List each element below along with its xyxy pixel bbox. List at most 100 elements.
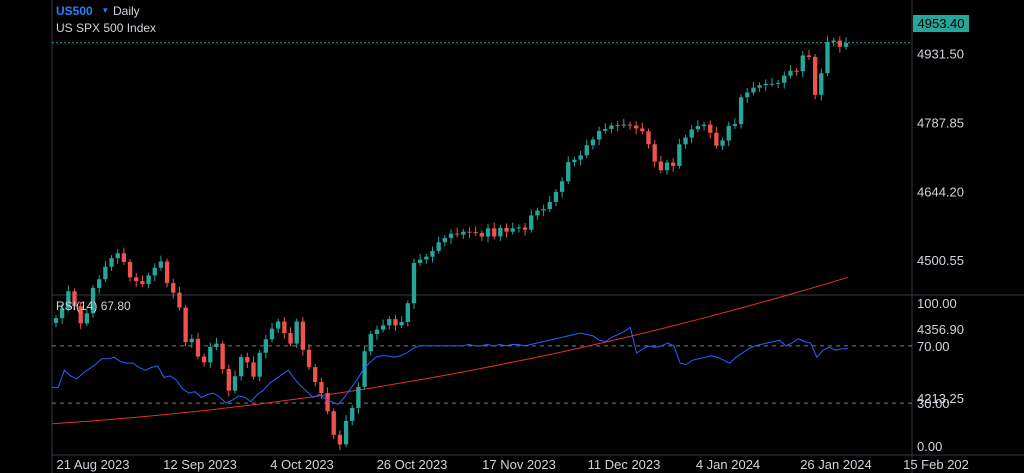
candle-body — [695, 126, 701, 130]
candle — [831, 37, 836, 47]
candle — [498, 224, 503, 241]
candle — [220, 340, 225, 374]
candle — [640, 122, 645, 135]
candle-body — [578, 155, 583, 160]
interval-label[interactable]: Daily — [113, 4, 140, 18]
candle-body — [535, 210, 540, 216]
candle — [708, 120, 713, 139]
candle — [350, 405, 355, 426]
candle-body — [103, 266, 108, 280]
candle-body — [183, 307, 188, 343]
candle-body — [498, 227, 503, 237]
candle-body — [683, 137, 688, 145]
time-tick-label: 21 Aug 2023 — [56, 457, 129, 472]
candle — [84, 307, 90, 327]
candle — [368, 331, 373, 356]
candle-body — [553, 191, 559, 202]
candle-body — [843, 42, 849, 47]
candle — [825, 36, 830, 77]
candle-body — [356, 386, 361, 408]
rsi-name: RSI(14) — [56, 299, 98, 313]
candle — [269, 322, 275, 343]
candle-body — [529, 215, 534, 230]
candle-body — [461, 231, 466, 235]
candle — [720, 137, 725, 151]
candle — [201, 353, 207, 367]
candle — [769, 78, 775, 87]
time-tick-label: 11 Dec 2023 — [588, 457, 661, 472]
candle — [177, 286, 182, 311]
candle-body — [300, 321, 306, 350]
candle — [535, 207, 540, 220]
candle-body — [646, 131, 651, 145]
time-tick-label: 17 Nov 2023 — [482, 457, 556, 472]
candle — [547, 196, 552, 213]
candle-body — [140, 281, 145, 285]
candle-body — [671, 162, 676, 166]
candle — [559, 176, 565, 198]
time-tick-label: 4 Oct 2023 — [270, 457, 334, 472]
candle — [633, 121, 639, 135]
rsi-value: 67.80 — [100, 299, 131, 313]
candle — [152, 263, 157, 282]
candle-body — [788, 70, 793, 76]
candle — [356, 382, 361, 414]
time-tick-label: 15 Feb 202 — [903, 457, 969, 472]
candle — [504, 223, 509, 238]
candle-body — [78, 306, 83, 324]
candle-body — [516, 227, 522, 229]
candle — [658, 155, 664, 174]
candle — [782, 71, 787, 89]
candle-body — [380, 325, 386, 330]
rsi-line — [52, 326, 848, 406]
candle — [294, 318, 299, 348]
rsi-tick-label: 30.00 — [917, 396, 950, 411]
candle-body — [343, 420, 349, 445]
candle-body — [245, 357, 250, 363]
candle — [467, 227, 472, 238]
candle — [183, 304, 188, 347]
candle-body — [442, 237, 447, 243]
candle-body — [177, 292, 182, 308]
symbol-description: US SPX 500 Index — [56, 21, 157, 35]
candle-body — [97, 279, 102, 288]
candle-body — [652, 144, 657, 162]
candle — [510, 222, 515, 235]
symbol-label[interactable]: US500 — [56, 4, 93, 18]
candle — [257, 349, 262, 382]
candle-body — [794, 70, 799, 72]
candle — [455, 227, 460, 238]
candle — [417, 253, 423, 266]
candle — [701, 121, 707, 131]
candle-body — [473, 232, 478, 234]
candle — [695, 120, 701, 133]
candle-body — [621, 124, 626, 126]
price-tick-label: 4213.25 — [917, 391, 964, 406]
candle — [843, 37, 849, 50]
candle-body — [337, 434, 343, 445]
candle-body — [640, 128, 645, 132]
candle-body — [350, 407, 355, 421]
rsi-tick-label: 0.00 — [917, 439, 942, 454]
candle-body — [633, 125, 639, 129]
candle — [473, 226, 478, 237]
candle — [800, 51, 805, 78]
candle-body — [627, 124, 633, 126]
candle-body — [522, 227, 528, 230]
candle-body — [559, 181, 565, 192]
candle-body — [313, 367, 318, 383]
candle — [812, 54, 818, 100]
candle-body — [127, 261, 133, 278]
candle — [109, 255, 114, 272]
candle-body — [53, 318, 59, 323]
candle — [671, 158, 676, 172]
candle — [282, 317, 287, 339]
candle — [806, 49, 812, 60]
candle — [276, 318, 281, 334]
candle-body — [485, 228, 491, 237]
candle — [745, 88, 750, 103]
chevron-down-icon[interactable]: ▾ — [103, 5, 108, 15]
candle-body — [195, 338, 201, 357]
moving-average-line — [51, 276, 849, 425]
